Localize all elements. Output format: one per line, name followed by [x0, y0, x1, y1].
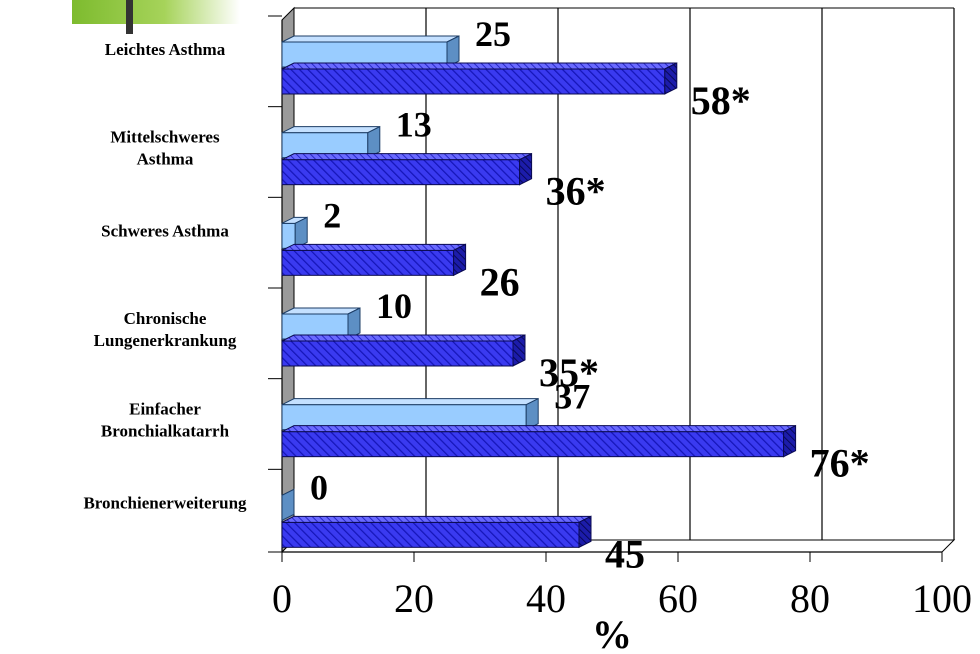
- category-label: Chronische: [124, 309, 207, 328]
- x-tick-label: 20: [394, 576, 434, 621]
- bars: [281, 35, 797, 549]
- value-label-series1: 37: [554, 377, 590, 417]
- logo-green-bar: [72, 0, 240, 24]
- bar-series1: [281, 216, 308, 250]
- category-label: Bronchienerweiterung: [83, 493, 247, 512]
- category-label: Mittelschweres: [110, 128, 220, 147]
- bar-series1: [281, 488, 295, 522]
- category-label: Lungenerkrankung: [94, 331, 237, 350]
- bar-series1: [281, 35, 460, 68]
- x-tick-label: 100: [912, 576, 972, 621]
- category-labels: Leichtes Asthma Mittelschweres Asthma Schwe…: [83, 40, 247, 512]
- value-label-series2: 36*: [546, 169, 606, 214]
- value-label-series2: 45: [605, 531, 645, 576]
- category-label: Schweres Asthma: [101, 221, 229, 240]
- value-label-series2: 26: [480, 259, 520, 304]
- x-tick-label: 40: [526, 576, 566, 621]
- value-label-series2: 76*: [810, 441, 870, 486]
- bar-series2: [281, 243, 467, 277]
- x-axis-title: %: [592, 612, 632, 654]
- logo-decoration: [72, 0, 240, 34]
- axis: [268, 15, 943, 562]
- logo-dark-stem: [126, 0, 133, 34]
- bar-series2: [281, 424, 797, 458]
- category-label: Einfacher: [129, 400, 201, 419]
- x-tick-labels: 0 20 40 60 80 100: [272, 576, 972, 621]
- value-label-series2: 35*: [539, 350, 599, 395]
- value-label-series2: 58*: [691, 78, 751, 123]
- category-label: Leichtes Asthma: [105, 40, 226, 59]
- value-label-series1: 0: [310, 467, 328, 507]
- category-label: Asthma: [137, 150, 194, 169]
- x-tick-label: 60: [658, 576, 698, 621]
- bar-series2: [281, 62, 678, 95]
- value-label-series1: 13: [396, 105, 432, 145]
- value-labels: 25 58* 13 36* 2 26 10 35*37 76* 0 45: [310, 14, 870, 576]
- bar-series1: [281, 125, 381, 159]
- x-tick-label: 0: [272, 576, 292, 621]
- bar-series2: [281, 515, 592, 549]
- bar-series2: [281, 152, 533, 186]
- bar-series2: [281, 334, 526, 367]
- bar-series1: [281, 307, 361, 340]
- value-label-series1: 10: [376, 286, 412, 326]
- bar-series1: [281, 397, 539, 431]
- value-label-series1: 25: [475, 14, 511, 54]
- category-label: Bronchialkatarrh: [101, 422, 230, 441]
- x-tick-label: 80: [790, 576, 830, 621]
- value-label-series1: 2: [323, 195, 341, 235]
